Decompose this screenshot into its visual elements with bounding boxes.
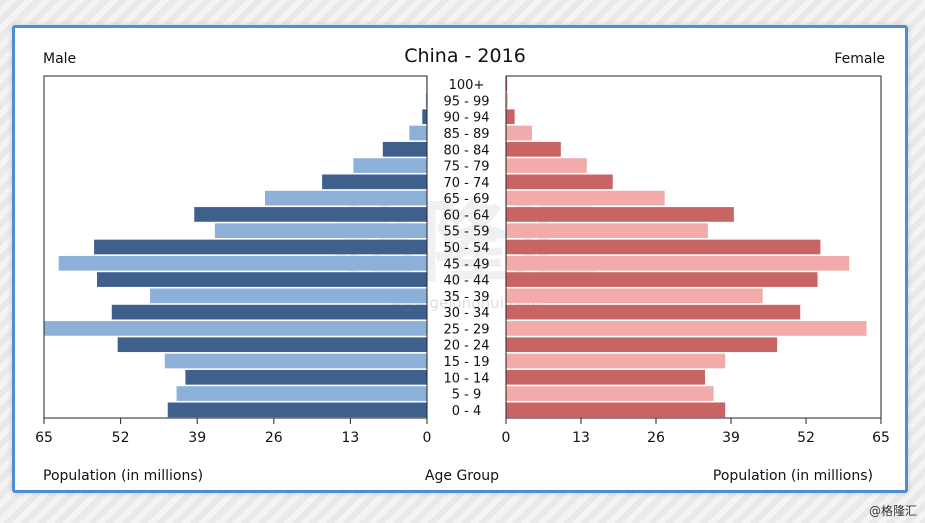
male-bar [353,158,427,173]
female-bar [506,223,708,239]
male-axis-label: Population (in millions) [43,468,203,484]
age-group-label: 30 - 34 [443,306,489,321]
male-bar [264,190,427,206]
female-axis-label: Population (in millions) [713,468,873,484]
age-group-label: 50 - 54 [443,241,489,256]
female-bar [506,76,508,92]
age-group-label: 5 - 9 [452,388,482,403]
population-pyramid-chart: 格隆汇 www.gelonghui.com China - 2016 Male … [35,45,890,484]
female-bar [506,174,613,190]
male-tick-label: 0 [423,430,432,446]
female-tick-label: 52 [797,430,815,446]
female-bar [506,255,850,271]
male-bar [185,369,427,385]
male-tick-label: 65 [35,430,53,446]
male-bar [150,288,428,304]
male-plot-border [43,75,428,419]
male-label: Male [43,51,76,67]
female-bar [506,207,734,222]
male-bar [117,337,428,353]
male-bar [58,255,427,271]
male-tick-label: 52 [112,430,130,446]
age-group-label: 100+ [449,78,485,93]
female-bar [506,386,714,401]
female-tick-label: 65 [872,430,890,446]
female-bar [506,353,726,369]
age-group-label: 70 - 74 [443,176,489,191]
chart-frame: 格隆汇 www.gelonghui.com China - 2016 Male … [12,25,908,493]
male-bar [214,223,427,239]
age-group-label: 95 - 99 [443,94,489,109]
age-group-label: Age Group [425,468,499,484]
male-bar [409,125,427,141]
female-bar [506,272,818,287]
age-group-label: 75 - 79 [443,160,489,175]
age-group-label: 80 - 84 [443,143,489,158]
female-bar [506,158,587,173]
age-group-label: 15 - 19 [443,355,489,370]
male-bar [164,353,428,369]
male-tick-label: 26 [265,430,283,446]
male-tick-label: 39 [188,430,206,446]
age-group-label: 60 - 64 [443,208,489,223]
male-bar [382,141,427,157]
male-bar [194,207,427,222]
female-bar [506,288,763,304]
male-bar [111,304,427,320]
age-group-label: 0 - 4 [452,404,482,419]
female-bar [506,402,726,418]
female-bar [506,190,665,206]
age-group-label: 20 - 24 [443,339,489,354]
female-bar [506,239,821,255]
age-group-label: 55 - 59 [443,225,489,240]
female-bar [506,93,508,108]
female-bar [506,109,515,125]
female-label: Female [834,51,885,67]
female-bar [506,369,706,385]
female-bar [506,125,532,141]
credit-text: @格隆汇 [868,504,917,518]
chart-title: China - 2016 [404,45,526,67]
male-bar [167,402,427,418]
age-group-label: 65 - 69 [443,192,489,207]
male-bar [322,174,427,190]
age-group-label: 40 - 44 [443,274,489,289]
female-bar [506,321,867,336]
male-bar [422,109,427,125]
female-tick-label: 13 [572,430,590,446]
male-bar [44,321,427,336]
age-group-label: 90 - 94 [443,111,489,126]
age-group-label: 25 - 29 [443,322,489,337]
age-group-label: 10 - 14 [443,371,489,386]
male-bar [94,239,427,255]
female-bar [506,141,561,157]
female-bar [506,337,778,353]
male-tick-label: 13 [341,430,359,446]
age-group-label: 85 - 89 [443,127,489,142]
female-tick-label: 39 [722,430,740,446]
age-group-label: 35 - 39 [443,290,489,305]
male-bar [176,386,427,401]
female-plot-border [505,75,882,419]
female-bar [506,304,801,320]
male-bar [425,93,427,108]
female-tick-label: 0 [502,430,511,446]
age-group-label: 45 - 49 [443,257,489,272]
male-bar [97,272,428,287]
female-tick-label: 26 [647,430,665,446]
